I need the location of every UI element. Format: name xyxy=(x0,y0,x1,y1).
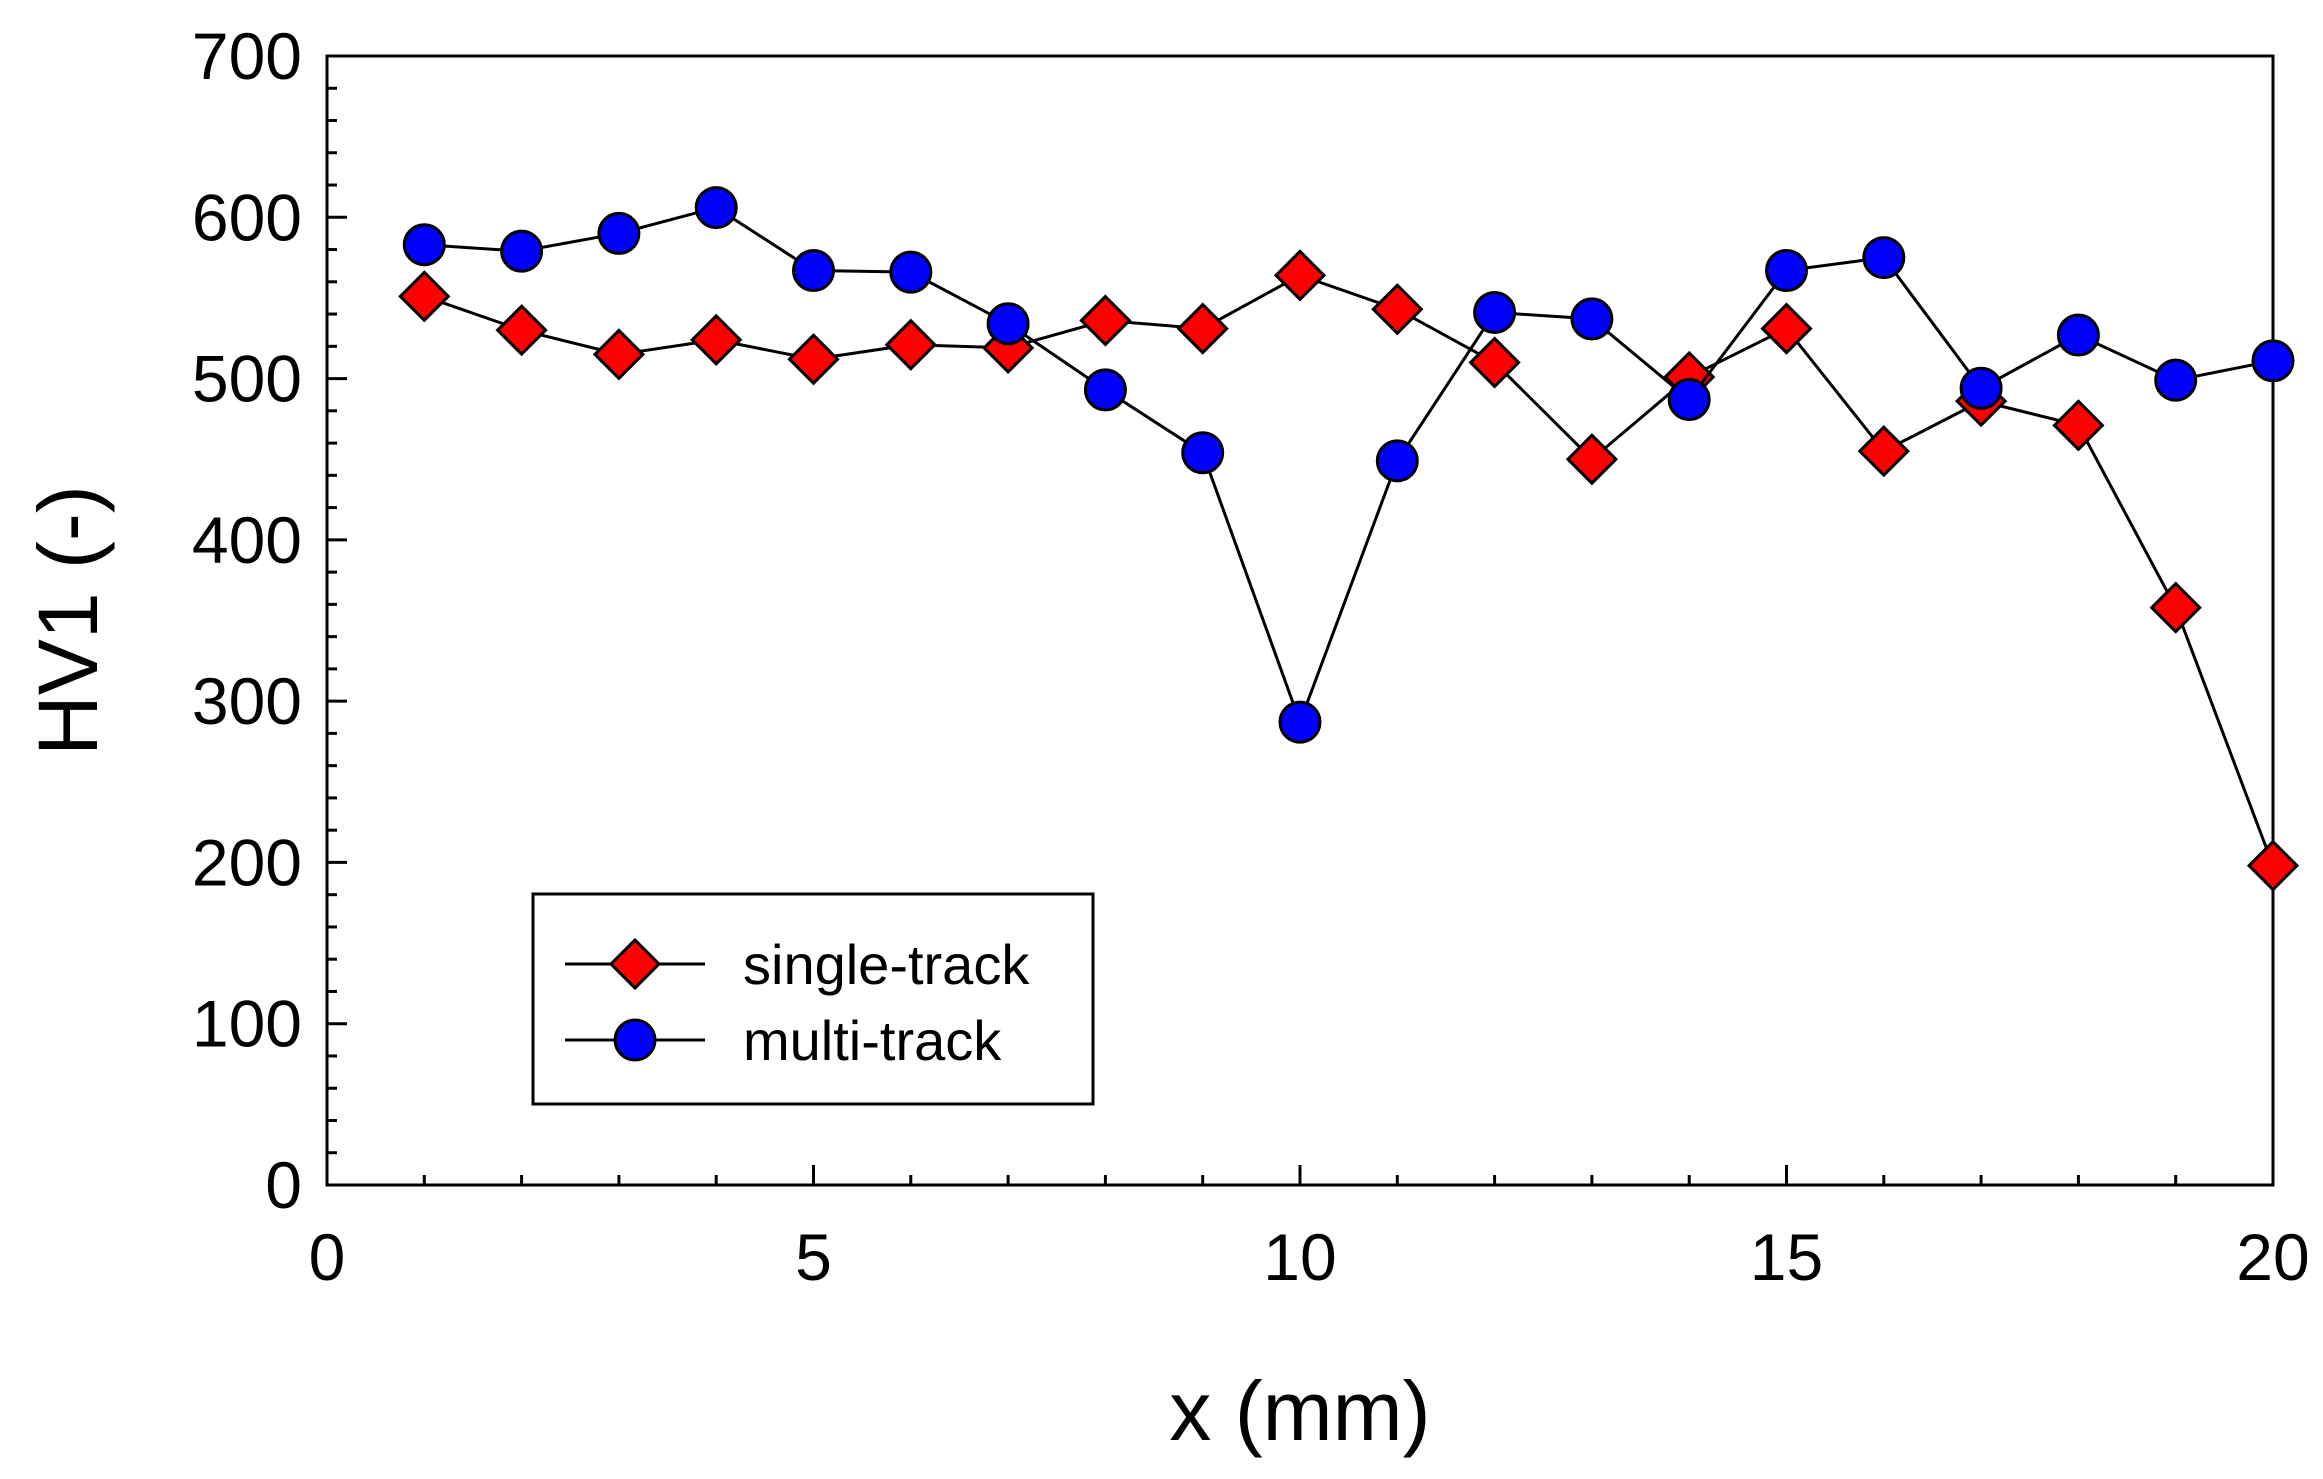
multi-track-point xyxy=(1181,431,1225,475)
series-single-track xyxy=(398,249,2300,892)
x-tick-label: 15 xyxy=(1750,1220,1823,1294)
single-track-point xyxy=(1176,302,1229,355)
single-track-point xyxy=(1857,425,1910,478)
single-track-point xyxy=(2246,839,2300,892)
single-track-point xyxy=(690,313,743,366)
multi-track-point xyxy=(597,211,641,255)
multi-track-point xyxy=(1570,297,1614,341)
single-track-point xyxy=(495,304,548,357)
single-track-line xyxy=(423,273,2275,867)
multi-track-point xyxy=(1862,236,1906,280)
single-track-point xyxy=(1760,302,1813,355)
legend-marker-multi-track xyxy=(613,1018,657,1062)
multi-track-point xyxy=(1375,439,1419,483)
single-track-point xyxy=(1079,294,1132,347)
single-track-point xyxy=(787,333,840,386)
multi-track-point xyxy=(792,249,835,293)
multi-track-point xyxy=(2154,358,2198,402)
x-tick-label: 20 xyxy=(2236,1220,2309,1294)
y-tick-label: 400 xyxy=(192,503,302,577)
single-track-point xyxy=(1371,283,1424,336)
single-track-point xyxy=(1273,249,1327,302)
single-track-point xyxy=(398,270,451,323)
multi-track-point xyxy=(1667,378,1711,422)
multi-track-point xyxy=(1278,700,1322,744)
single-track-point xyxy=(592,328,646,381)
multi-track-point xyxy=(500,229,544,273)
multi-track-line xyxy=(424,205,2274,727)
multi-track-point xyxy=(402,223,446,267)
multi-track-point xyxy=(1765,249,1808,293)
series-layer xyxy=(398,186,2300,892)
single-track-point xyxy=(884,318,937,371)
y-tick-label: 700 xyxy=(192,19,302,93)
multi-track-point xyxy=(889,250,933,294)
x-tick-label: 5 xyxy=(795,1220,832,1294)
single-track-point xyxy=(2052,399,2105,452)
y-tick-label: 200 xyxy=(192,825,302,899)
x-axis-title: x (mm) xyxy=(1169,1364,1430,1458)
y-tick-label: 600 xyxy=(192,180,302,254)
multi-track-point xyxy=(2056,313,2100,357)
single-track-point xyxy=(2149,581,2202,634)
y-tick-label: 500 xyxy=(192,342,302,416)
single-track-point xyxy=(1468,336,1521,389)
legend: single-track multi-track xyxy=(531,892,1095,1106)
multi-track-point xyxy=(986,302,1030,346)
legend-label-multi-track: multi-track xyxy=(743,1009,1002,1072)
legend-marker-single-track xyxy=(608,937,662,991)
y-tick-label: 0 xyxy=(265,1148,302,1222)
multi-track-point xyxy=(1083,368,1127,412)
multi-track-point xyxy=(1959,366,2003,410)
multi-track-point xyxy=(2251,339,2295,383)
y-tick-label: 100 xyxy=(192,987,302,1061)
legend-box xyxy=(531,892,1095,1106)
single-track-point xyxy=(1565,433,1619,486)
y-tick-label: 300 xyxy=(192,664,302,738)
y-axis-title: HV1 (-) xyxy=(21,485,115,756)
multi-track-point xyxy=(1473,290,1517,334)
x-tick-label: 10 xyxy=(1263,1220,1336,1294)
multi-track-point xyxy=(694,186,738,230)
series-multi-track xyxy=(402,186,2295,744)
x-tick-label: 0 xyxy=(309,1220,346,1294)
legend-label-single-track: single-track xyxy=(743,933,1030,996)
